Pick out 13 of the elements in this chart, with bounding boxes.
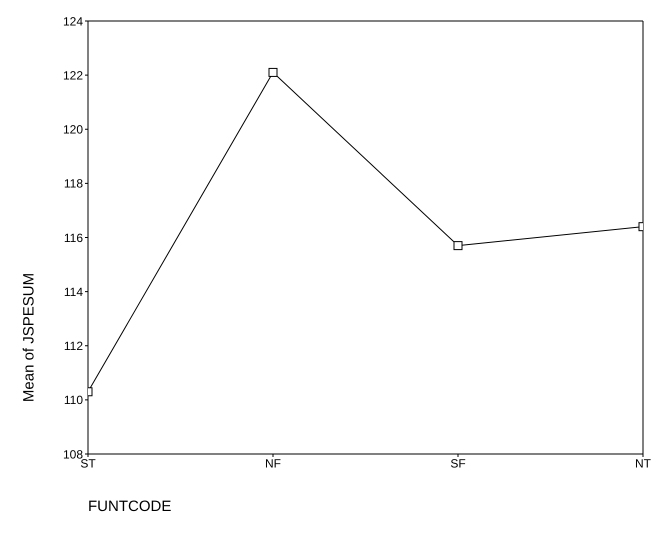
y-tick-label: 116 xyxy=(64,230,84,245)
x-tick-label: NT xyxy=(635,456,652,471)
y-tick-label: 124 xyxy=(62,14,84,28)
y-tick-label: 110 xyxy=(64,393,84,408)
y-tick-label: 122 xyxy=(62,68,84,82)
x-tick-label: NF xyxy=(265,456,281,471)
x-axis-title: FUNTCODE xyxy=(88,498,172,515)
y-tick-label: 120 xyxy=(62,122,84,137)
y-tick-label: 118 xyxy=(64,176,84,191)
y-tick-label: 112 xyxy=(64,339,84,354)
x-tick-label: SF xyxy=(450,456,466,471)
y-axis-title: Mean of JSPESUM xyxy=(20,272,38,402)
y-tick-label: 114 xyxy=(64,284,84,299)
